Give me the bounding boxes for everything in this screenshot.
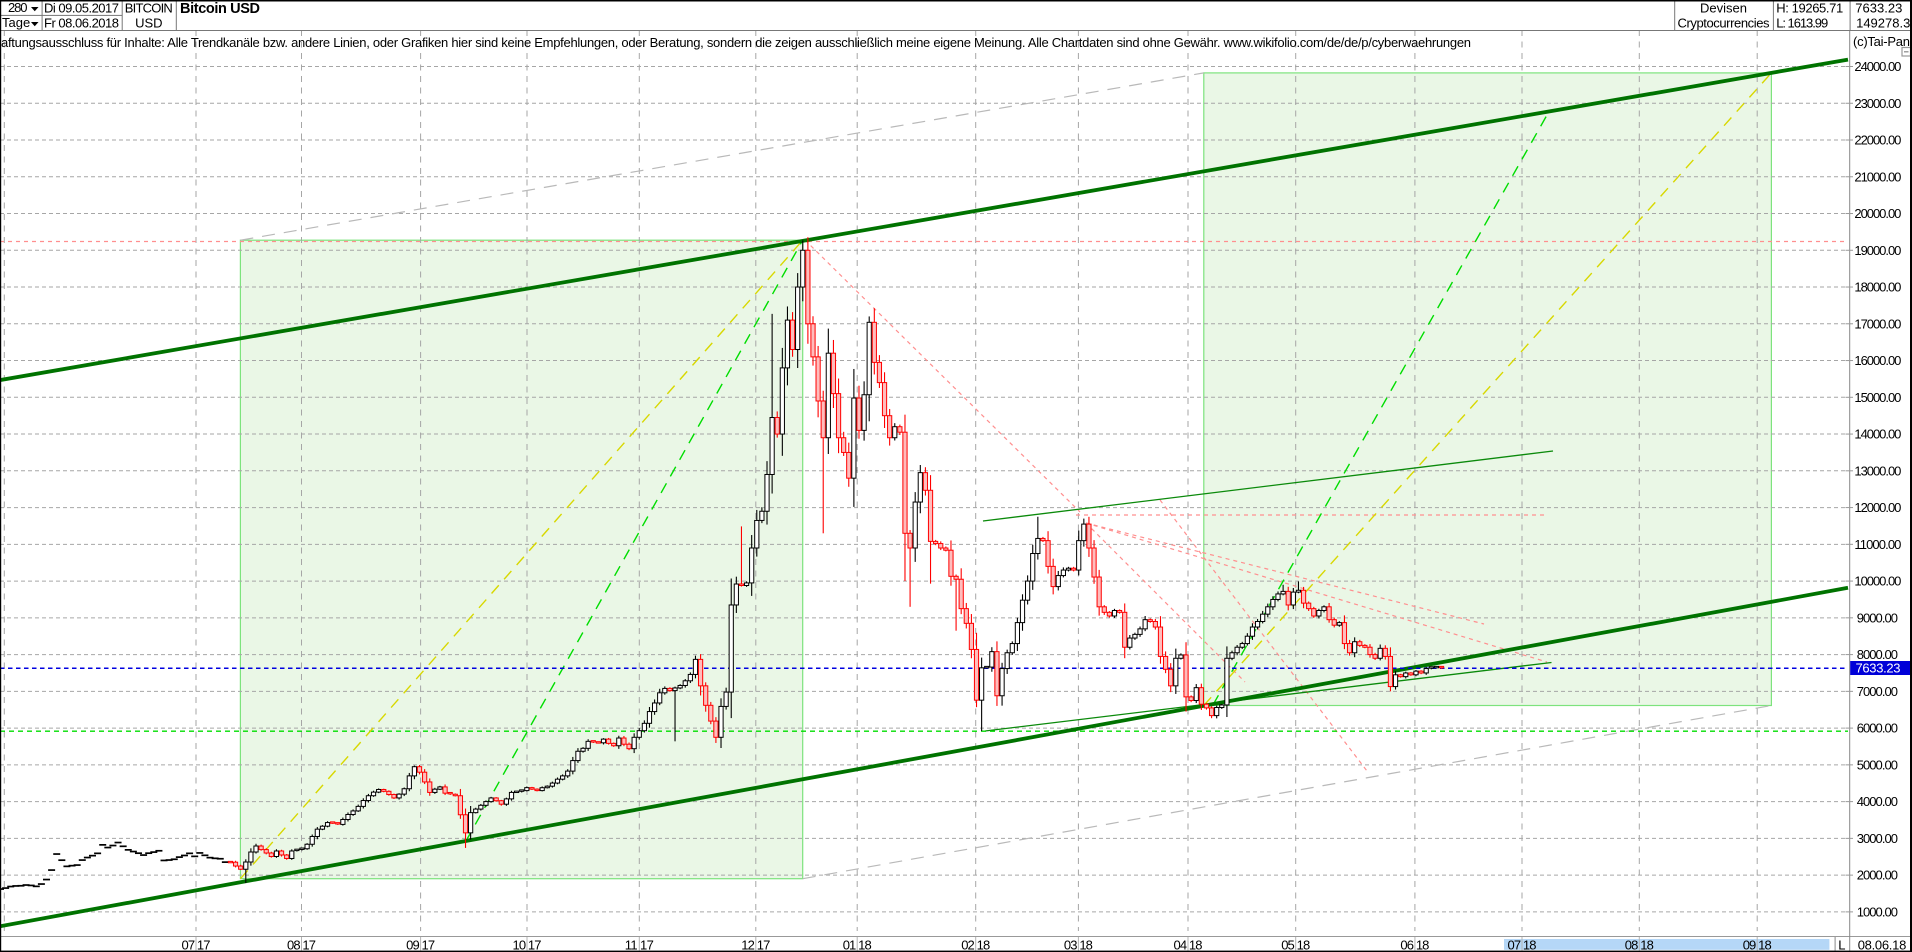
svg-text:01 18: 01 18 — [843, 937, 872, 952]
svg-text:5000.00: 5000.00 — [1857, 757, 1898, 772]
svg-text:13000.00: 13000.00 — [1854, 463, 1901, 478]
svg-text:280: 280 — [8, 0, 28, 15]
svg-text:7000.00: 7000.00 — [1857, 684, 1898, 699]
svg-text:22000.00: 22000.00 — [1854, 133, 1901, 148]
svg-text:Fr 08.06.2018: Fr 08.06.2018 — [44, 16, 119, 31]
svg-text:1000.00: 1000.00 — [1857, 904, 1898, 919]
svg-text:21000.00: 21000.00 — [1854, 169, 1901, 184]
svg-text:14000.00: 14000.00 — [1854, 427, 1901, 442]
svg-text:L: L — [1838, 937, 1845, 952]
svg-text:6000.00: 6000.00 — [1857, 721, 1898, 736]
svg-text:03 18: 03 18 — [1064, 937, 1093, 952]
svg-text:24000.00: 24000.00 — [1854, 59, 1901, 74]
svg-text:11 17: 11 17 — [625, 937, 654, 952]
svg-text:L: 1613.99: L: 1613.99 — [1776, 16, 1828, 31]
svg-text:(c)Tai-Pan: (c)Tai-Pan — [1853, 34, 1910, 49]
svg-text:BITCOIN: BITCOIN — [125, 1, 173, 16]
svg-text:12 17: 12 17 — [741, 937, 770, 952]
svg-text:19000.00: 19000.00 — [1854, 243, 1901, 258]
svg-text:Cryptocurrencies: Cryptocurrencies — [1678, 16, 1771, 31]
svg-text:12000.00: 12000.00 — [1854, 500, 1901, 515]
svg-text:07 18: 07 18 — [1508, 937, 1537, 952]
svg-text:16000.00: 16000.00 — [1854, 353, 1901, 368]
svg-text:Bitcoin USD: Bitcoin USD — [180, 1, 260, 17]
svg-text:15000.00: 15000.00 — [1854, 390, 1901, 405]
svg-text:09 17: 09 17 — [406, 937, 435, 952]
svg-text:2000.00: 2000.00 — [1857, 868, 1898, 883]
svg-text:08 17: 08 17 — [287, 937, 316, 952]
svg-text:USD: USD — [135, 16, 162, 31]
svg-text:17000.00: 17000.00 — [1854, 316, 1901, 331]
svg-text:aftungsausschluss für Inhalte:: aftungsausschluss für Inhalte: Alle Tren… — [1, 35, 1471, 50]
svg-text:09 18: 09 18 — [1743, 937, 1772, 952]
svg-text:4000.00: 4000.00 — [1857, 794, 1898, 809]
svg-text:Tage: Tage — [2, 15, 30, 30]
svg-text:7633.23: 7633.23 — [1856, 661, 1901, 676]
svg-text:9000.00: 9000.00 — [1857, 610, 1898, 625]
svg-text:04 18: 04 18 — [1174, 937, 1203, 952]
svg-text:H: 19265.71: H: 19265.71 — [1776, 1, 1843, 16]
svg-text:20000.00: 20000.00 — [1854, 206, 1901, 221]
svg-text:Devisen: Devisen — [1700, 1, 1747, 16]
svg-text:7633.23: 7633.23 — [1855, 1, 1902, 16]
svg-text:08 18: 08 18 — [1625, 937, 1654, 952]
svg-text:Di 09.05.2017: Di 09.05.2017 — [44, 1, 119, 16]
svg-text:05 18: 05 18 — [1281, 937, 1310, 952]
svg-text:23000.00: 23000.00 — [1854, 96, 1901, 111]
svg-text:10 17: 10 17 — [513, 937, 542, 952]
svg-text:8000.00: 8000.00 — [1857, 647, 1898, 662]
svg-text:11000.00: 11000.00 — [1854, 537, 1901, 552]
svg-text:06 18: 06 18 — [1400, 937, 1429, 952]
svg-text:07 17: 07 17 — [182, 937, 211, 952]
svg-text:18000.00: 18000.00 — [1854, 280, 1901, 295]
svg-text:3000.00: 3000.00 — [1857, 831, 1898, 846]
svg-text:149278.3/: 149278.3/ — [1856, 16, 1912, 31]
svg-text:02 18: 02 18 — [961, 937, 990, 952]
svg-text:08.06.18: 08.06.18 — [1858, 937, 1907, 952]
svg-text:10000.00: 10000.00 — [1854, 574, 1901, 589]
